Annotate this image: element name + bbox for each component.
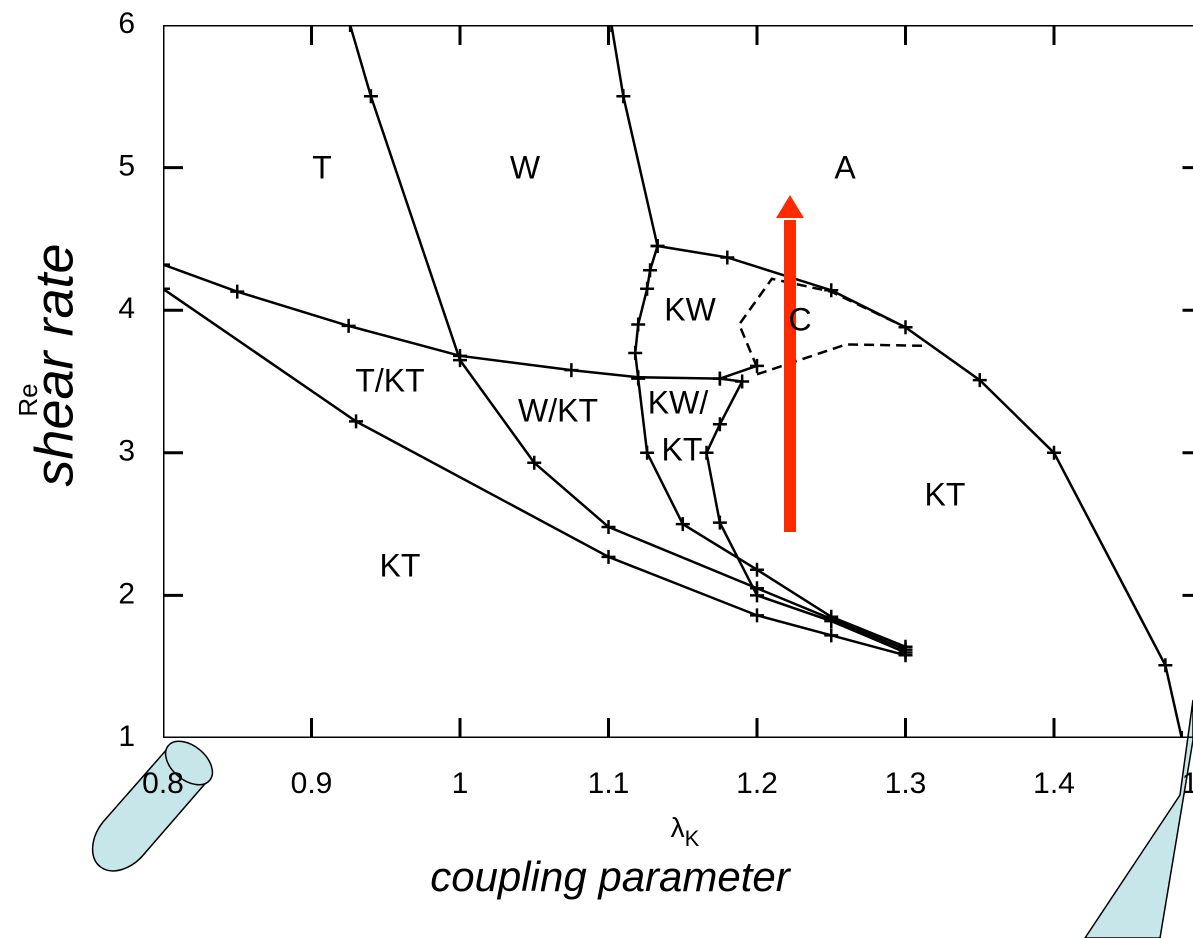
x-tick-label: 0.8 <box>142 767 184 800</box>
phase-boundary <box>610 25 906 648</box>
point-marker <box>750 608 764 623</box>
region-label: W <box>510 149 541 185</box>
x-tick-label: 0.9 <box>291 767 333 800</box>
arrow <box>776 195 804 532</box>
point-marker <box>1158 658 1173 673</box>
point-marker <box>824 283 839 298</box>
plot-frame <box>163 25 1193 738</box>
y-axis-label: Re <box>13 383 43 416</box>
point-marker <box>650 239 665 254</box>
region-label: T <box>312 149 332 185</box>
point-marker <box>349 414 364 429</box>
region-label: KT <box>925 476 966 512</box>
x-tick-label: 1.4 <box>1033 767 1075 800</box>
point-marker <box>601 549 616 564</box>
point-marker <box>712 515 727 530</box>
point-marker <box>643 263 658 278</box>
plot-area <box>163 25 1193 738</box>
point-marker <box>972 373 987 388</box>
x-axis-label: λK <box>671 812 700 850</box>
region-label: KW/ <box>648 384 709 420</box>
point-marker <box>631 371 646 386</box>
x-tick-label: 1.5 <box>1182 767 1193 800</box>
phase-boundary <box>163 263 758 380</box>
point-marker <box>824 614 839 629</box>
point-marker <box>750 588 764 603</box>
phase-boundary <box>163 287 906 657</box>
region-label: KT <box>380 547 421 583</box>
region-label: W/KT <box>518 392 598 428</box>
point-marker <box>601 519 616 534</box>
x-tick-label: 1.3 <box>885 767 927 800</box>
x-tick-label: 1.2 <box>736 767 778 800</box>
y-tick-label: 3 <box>118 435 135 468</box>
point-marker <box>712 371 727 386</box>
y-tick-label: 1 <box>118 720 135 753</box>
x-axis-symbol: λ <box>671 812 685 843</box>
region-label: T/KT <box>355 362 424 398</box>
point-marker <box>564 363 579 378</box>
point-marker <box>230 284 245 299</box>
point-marker <box>616 89 631 104</box>
point-marker <box>720 250 735 265</box>
y-tick-label: 2 <box>118 577 135 610</box>
x-tick-label: 1.1 <box>588 767 630 800</box>
y-tick-label: 6 <box>118 7 135 40</box>
point-marker <box>675 517 690 532</box>
x-axis-caption: coupling parameter <box>430 853 792 900</box>
point-marker <box>699 445 714 460</box>
point-marker <box>341 318 356 333</box>
cylinder-right <box>1084 699 1193 938</box>
phase-boundary <box>657 244 1183 738</box>
y-axis-caption: shear rate <box>24 243 84 486</box>
point-marker <box>1174 731 1189 738</box>
point-marker <box>343 25 358 32</box>
point-marker <box>640 281 655 296</box>
phase-boundary <box>705 377 906 654</box>
x-tick-label: 1 <box>452 767 469 800</box>
phase-boundary <box>737 277 907 368</box>
x-axis-subscript: K <box>685 826 700 851</box>
point-marker <box>453 348 467 363</box>
point-marker <box>1047 445 1061 460</box>
y-tick-label: 5 <box>118 150 135 183</box>
point-marker <box>712 417 727 432</box>
point-marker <box>628 345 643 360</box>
region-label: KW <box>664 291 716 327</box>
point-marker <box>750 562 764 577</box>
region-label: A <box>834 149 856 185</box>
phase-boundary <box>756 343 928 376</box>
point-marker <box>824 628 839 643</box>
point-marker <box>631 317 646 332</box>
point-marker <box>163 281 170 296</box>
point-marker <box>604 25 619 32</box>
point-marker <box>640 445 655 460</box>
y-tick-label: 4 <box>118 292 135 325</box>
point-marker <box>735 374 750 389</box>
cylinder-left <box>91 740 214 872</box>
point-marker <box>898 645 913 660</box>
region-label: C <box>788 301 811 337</box>
point-marker <box>363 89 378 104</box>
region-label: KT <box>662 431 703 467</box>
point-marker <box>527 455 542 470</box>
point-marker <box>163 257 170 272</box>
